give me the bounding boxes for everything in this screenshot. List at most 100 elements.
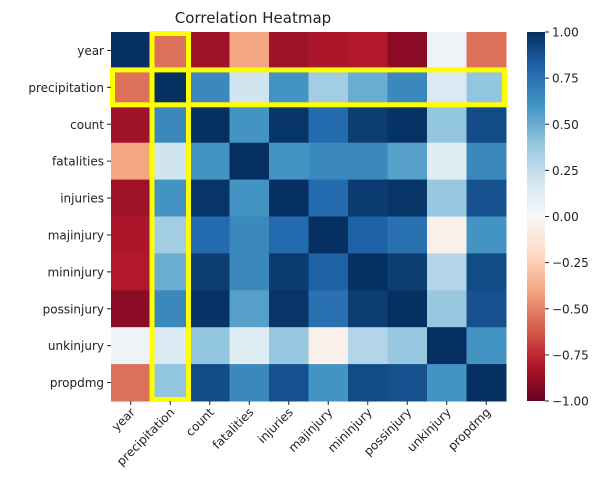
heatmap-cell-propdmg-propdmg — [466, 364, 507, 402]
heatmap-cell-year-possinjury — [387, 32, 428, 70]
heatmap-cell-majinjury-year — [111, 216, 151, 254]
heatmap-cell-mininjury-unkinjury — [427, 253, 467, 291]
heatmap-cell-possinjury-majinjury — [308, 290, 349, 328]
colorbar-gradient — [527, 32, 545, 401]
heatmap-cell-unkinjury-injuries — [269, 327, 309, 365]
heatmap-cell-fatalities-possinjury — [387, 142, 428, 181]
heatmap-cell-unkinjury-precipitation — [150, 327, 191, 365]
heatmap-cell-count-year — [111, 105, 151, 144]
heatmap-cell-majinjury-count — [190, 216, 230, 254]
heatmap-cell-count-count — [190, 105, 230, 144]
heatmap-cell-possinjury-mininjury — [348, 290, 388, 328]
heatmap-cell-fatalities-precipitation — [150, 142, 191, 181]
heatmap-cell-majinjury-precipitation — [150, 216, 191, 254]
heatmap-cell-precipitation-majinjury — [308, 68, 349, 107]
heatmap-cell-injuries-count — [190, 179, 230, 217]
y-tick-label-fatalities: fatalities — [52, 155, 104, 169]
heatmap-cell-mininjury-year — [111, 253, 151, 291]
heatmap-cell-unkinjury-unkinjury — [427, 327, 467, 365]
heatmap-cell-injuries-propdmg — [466, 179, 507, 217]
x-tick-label-propdmg: propdmg — [445, 405, 493, 453]
heatmap-cell-propdmg-majinjury — [308, 364, 349, 402]
heatmap-cell-mininjury-propdmg — [466, 253, 507, 291]
heatmap-cell-count-majinjury — [308, 105, 349, 144]
heatmap-cell-mininjury-possinjury — [387, 253, 428, 291]
heatmap-cell-propdmg-fatalities — [229, 364, 270, 402]
heatmap-cell-propdmg-injuries — [269, 364, 309, 402]
heatmap-cell-injuries-fatalities — [229, 179, 270, 217]
heatmap-cell-fatalities-fatalities — [229, 142, 270, 181]
heatmap-cell-precipitation-injuries — [269, 68, 309, 107]
heatmap-cell-mininjury-injuries — [269, 253, 309, 291]
colorbar-tick-label: 1.00 — [552, 26, 579, 40]
heatmap-cell-propdmg-precipitation — [150, 364, 191, 402]
heatmap-cell-unkinjury-fatalities — [229, 327, 270, 365]
heatmap-cell-precipitation-fatalities — [229, 68, 270, 107]
heatmap-cell-fatalities-propdmg — [466, 142, 507, 181]
heatmap-cell-propdmg-year — [111, 364, 151, 402]
heatmap-cell-mininjury-count — [190, 253, 230, 291]
heatmap-cell-year-unkinjury — [427, 32, 467, 70]
colorbar-tick-label: −1.00 — [552, 395, 589, 409]
heatmap-cell-year-year — [111, 32, 151, 70]
heatmap-cell-majinjury-injuries — [269, 216, 309, 254]
heatmap-cell-propdmg-unkinjury — [427, 364, 467, 402]
colorbar-tick-label: 0.75 — [552, 72, 579, 86]
heatmap-cell-precipitation-unkinjury — [427, 68, 467, 107]
heatmap-cell-fatalities-count — [190, 142, 230, 181]
highlight-row-box — [110, 67, 507, 108]
colorbar: 1.00 0.75 0.50 0.25 0.00 −0.25 −0.50 −0.75 −1.00 — [527, 26, 589, 409]
y-tick-label-propdmg: propdmg — [50, 376, 104, 390]
heatmap-cell-majinjury-mininjury — [348, 216, 388, 254]
heatmap-cell-possinjury-year — [111, 290, 151, 328]
heatmap-cell-year-majinjury — [308, 32, 349, 70]
y-tick-labels: year precipitation count fatalities injuries… — [28, 44, 111, 390]
heatmap-cell-year-mininjury — [348, 32, 388, 70]
highlight-column-box — [149, 31, 191, 402]
heatmap-cell-injuries-possinjury — [387, 179, 428, 217]
heatmap-cell-unkinjury-propdmg — [466, 327, 507, 365]
colorbar-tick-label: 0.25 — [552, 164, 579, 178]
heatmap-cell-fatalities-majinjury — [308, 142, 349, 181]
heatmap-cell-possinjury-propdmg — [466, 290, 507, 328]
heatmap-cell-fatalities-year — [111, 142, 151, 181]
heatmap-cell-year-fatalities — [229, 32, 270, 70]
heatmap-cell-count-unkinjury — [427, 105, 467, 144]
heatmap-cell-count-fatalities — [229, 105, 270, 144]
heatmap-cell-majinjury-possinjury — [387, 216, 428, 254]
y-tick-label-possinjury: possinjury — [43, 302, 104, 316]
heatmap-cell-possinjury-precipitation — [150, 290, 191, 328]
heatmap-cell-year-precipitation — [150, 32, 191, 70]
heatmap-cell-precipitation-count — [190, 68, 230, 107]
heatmap-cell-year-injuries — [269, 32, 309, 70]
heatmap-cell-propdmg-mininjury — [348, 364, 388, 402]
colorbar-tick-label: −0.75 — [552, 348, 589, 362]
highlight-boxes — [110, 31, 507, 402]
heatmap-cell-count-propdmg — [466, 105, 507, 144]
heatmap-cell-mininjury-mininjury — [348, 253, 388, 291]
heatmap-cell-possinjury-fatalities — [229, 290, 270, 328]
y-tick-label-unkinjury: unkinjury — [48, 339, 104, 353]
heatmap-cell-mininjury-fatalities — [229, 253, 270, 291]
heatmap-cell-injuries-unkinjury — [427, 179, 467, 217]
heatmap-cell-mininjury-precipitation — [150, 253, 191, 291]
y-tick-label-precipitation: precipitation — [28, 81, 104, 95]
heatmap-cell-mininjury-majinjury — [308, 253, 349, 291]
heatmap-cell-fatalities-mininjury — [348, 142, 388, 181]
heatmap-cell-precipitation-precipitation — [150, 68, 191, 107]
heatmap-cell-majinjury-unkinjury — [427, 216, 467, 254]
heatmap-cell-injuries-year — [111, 179, 151, 217]
heatmap-cell-precipitation-possinjury — [387, 68, 428, 107]
x-tick-label-year: year — [109, 405, 138, 434]
heatmap-cell-possinjury-unkinjury — [427, 290, 467, 328]
heatmap-cell-count-mininjury — [348, 105, 388, 144]
heatmap-cell-possinjury-injuries — [269, 290, 309, 328]
heatmap-cell-possinjury-possinjury — [387, 290, 428, 328]
heatmap-cell-precipitation-mininjury — [348, 68, 388, 107]
heatmap-cell-majinjury-propdmg — [466, 216, 507, 254]
colorbar-tick-label: −0.50 — [552, 302, 589, 316]
heatmap-cell-injuries-mininjury — [348, 179, 388, 217]
x-tick-label-fatalities: fatalities — [210, 405, 257, 452]
